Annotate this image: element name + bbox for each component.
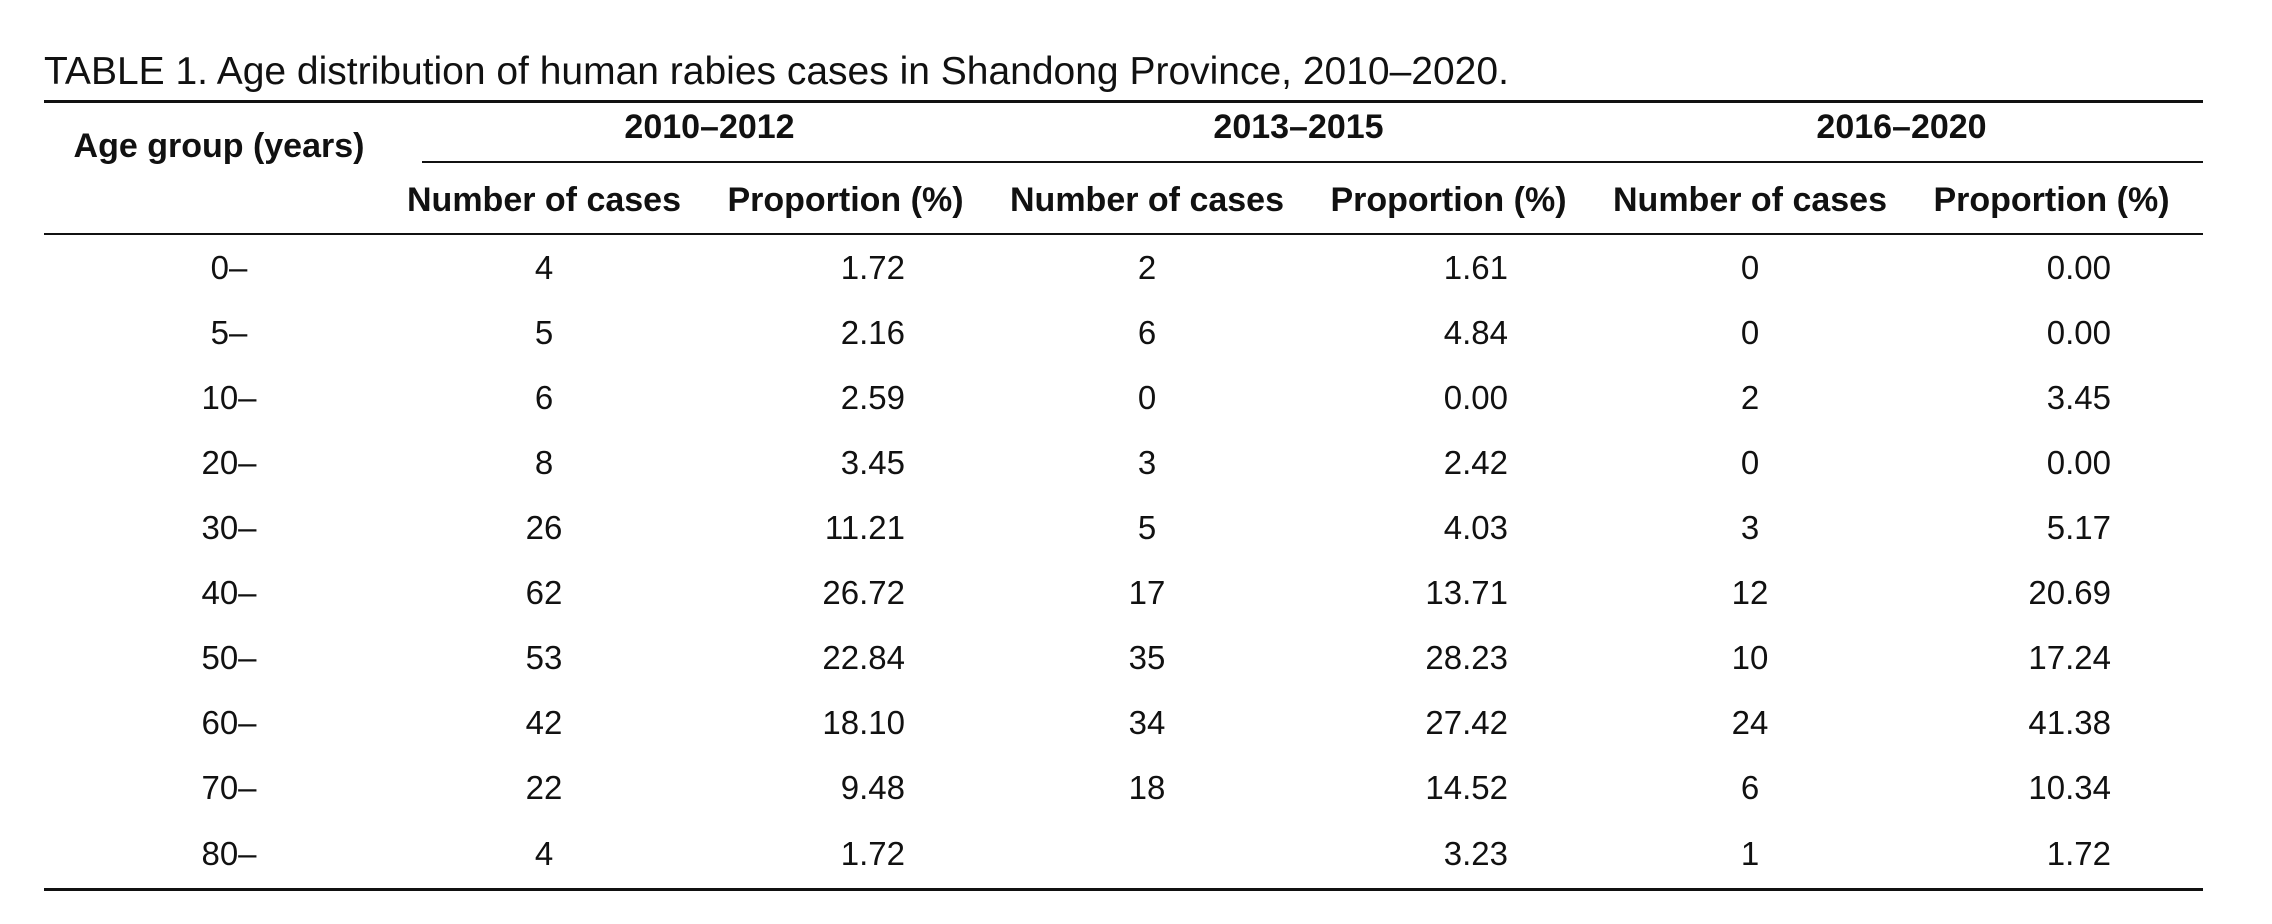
proportion-cell: 17.24 (2028, 638, 2111, 676)
cases-cell: 26 (525, 508, 563, 546)
proportion-cell: 1.72 (840, 248, 905, 286)
cases-cell: 4 (534, 248, 554, 286)
age-group-cell: 70– (201, 768, 257, 806)
proportion-cell: 1.72 (2046, 835, 2111, 872)
table-row: 60– 42 18.10 34 27.42 24 41.38 (44, 690, 2203, 755)
header-period-2: 2013–2015 (997, 102, 1600, 168)
cases-cell: 10 (1731, 638, 1769, 676)
proportion-cell: 28.23 (1425, 638, 1508, 676)
proportion-cell: 3.23 (1443, 835, 1508, 872)
age-group-cell: 5– (210, 313, 248, 351)
proportion-cell: 13.71 (1425, 573, 1508, 611)
age-group-cell: 60– (201, 703, 257, 741)
proportion-cell: 27.42 (1425, 703, 1508, 741)
cases-cell: 42 (525, 703, 563, 741)
proportion-cell: 0.00 (2046, 248, 2111, 286)
table-row: 50– 53 22.84 35 28.23 10 17.24 (44, 625, 2203, 690)
proportion-cell: 22.84 (822, 638, 905, 676)
cases-cell: 0 (1740, 248, 1760, 286)
age-group-cell: 10– (201, 378, 257, 416)
cases-cell: 1 (1740, 835, 1760, 872)
proportion-cell: 20.69 (2028, 573, 2111, 611)
table-row: 80– 4 1.72 3.23 1 1.72 (44, 820, 2203, 890)
proportion-cell: 14.52 (1425, 768, 1508, 806)
proportion-cell: 18.10 (822, 703, 905, 741)
header-row-measures: Number of cases Proportion (%) Number of… (44, 167, 2203, 235)
proportion-cell: 26.72 (822, 573, 905, 611)
proportion-cell: 0.00 (2046, 443, 2111, 481)
cases-cell: 5 (1137, 508, 1157, 546)
age-distribution-table: Age group (years) 2010–2012 2013–2015 20… (44, 100, 2203, 891)
age-group-cell: 30– (201, 508, 257, 546)
age-group-cell: 0– (210, 248, 248, 286)
header-proportion: Proportion (%) (1297, 167, 1600, 235)
proportion-cell: 2.42 (1443, 443, 1508, 481)
cases-cell: 3 (1740, 508, 1760, 546)
cases-cell: 17 (1128, 573, 1166, 611)
header-number-of-cases: Number of cases (997, 167, 1297, 235)
cases-cell: 2 (1137, 248, 1157, 286)
cases-cell: 3 (1137, 443, 1157, 481)
proportion-cell: 9.48 (840, 768, 905, 806)
proportion-cell: 11.21 (824, 508, 905, 546)
table-row: 5– 5 2.16 6 4.84 0 0.00 (44, 300, 2203, 365)
proportion-cell: 4.84 (1443, 313, 1508, 351)
proportion-cell: 5.17 (2046, 508, 2111, 546)
cases-cell: 6 (1137, 313, 1157, 351)
cases-cell: 2 (1740, 378, 1760, 416)
header-row-periods: Age group (years) 2010–2012 2013–2015 20… (44, 101, 2203, 235)
proportion-cell: 0.00 (1443, 378, 1508, 416)
cases-cell: 0 (1740, 443, 1760, 481)
cases-cell: 12 (1731, 573, 1769, 611)
header-proportion: Proportion (%) (1900, 167, 2203, 235)
cases-cell (997, 820, 1297, 890)
header-number-of-cases: Number of cases (394, 167, 694, 235)
cases-cell: 35 (1128, 638, 1166, 676)
cases-cell: 8 (534, 443, 554, 481)
cases-cell: 53 (525, 638, 563, 676)
proportion-cell: 0.00 (2046, 313, 2111, 351)
cases-cell: 0 (1137, 378, 1157, 416)
cases-cell: 6 (534, 378, 554, 416)
cases-cell: 22 (525, 768, 563, 806)
proportion-cell: 1.72 (840, 835, 905, 872)
cases-cell: 5 (534, 313, 554, 351)
table-row: 20– 8 3.45 3 2.42 0 0.00 (44, 430, 2203, 495)
cases-cell: 4 (534, 835, 554, 872)
header-period-3: 2016–2020 (1600, 102, 2203, 168)
header-number-of-cases: Number of cases (1600, 167, 1900, 235)
cases-cell: 0 (1740, 313, 1760, 351)
age-group-cell: 40– (201, 573, 257, 611)
table-row: 0– 4 1.72 2 1.61 0 0.00 (44, 234, 2203, 300)
age-group-cell: 80– (201, 835, 257, 872)
table-row: 40– 62 26.72 17 13.71 12 20.69 (44, 560, 2203, 625)
proportion-cell: 10.34 (2028, 768, 2111, 806)
table-figure: TABLE 1. Age distribution of human rabie… (44, 44, 2203, 891)
cases-cell: 62 (525, 573, 563, 611)
cases-cell: 34 (1128, 703, 1166, 741)
proportion-cell: 2.16 (840, 313, 905, 351)
header-age-group: Age group (years) (44, 101, 394, 235)
proportion-cell: 3.45 (840, 443, 905, 481)
proportion-cell: 2.59 (840, 378, 905, 416)
proportion-cell: 3.45 (2046, 378, 2111, 416)
age-group-cell: 50– (201, 638, 257, 676)
cases-cell: 18 (1128, 768, 1166, 806)
proportion-cell: 4.03 (1443, 508, 1508, 546)
table-row: 10– 6 2.59 0 0.00 2 3.45 (44, 365, 2203, 430)
proportion-cell: 1.61 (1443, 248, 1508, 286)
cases-cell: 6 (1740, 768, 1760, 806)
table-row: 70– 22 9.48 18 14.52 6 10.34 (44, 755, 2203, 820)
cases-cell: 24 (1731, 703, 1769, 741)
table-caption: TABLE 1. Age distribution of human rabie… (44, 50, 1509, 93)
header-period-1: 2010–2012 (394, 102, 997, 168)
age-group-cell: 20– (201, 443, 257, 481)
table-row: 30– 26 11.21 5 4.03 3 5.17 (44, 495, 2203, 560)
header-proportion: Proportion (%) (694, 167, 997, 235)
proportion-cell: 41.38 (2028, 703, 2111, 741)
